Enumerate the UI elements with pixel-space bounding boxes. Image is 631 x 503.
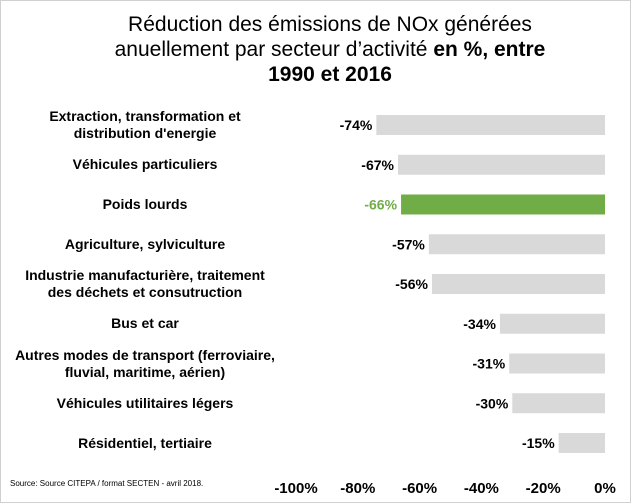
- category-label-3-line-0: Agriculture, sylviculture: [64, 235, 226, 252]
- category-label-2-line-0: Poids lourds: [102, 196, 188, 212]
- bar-0: [376, 115, 605, 135]
- bar-1: [397, 154, 605, 175]
- category-label-6: Autres modes de transport (ferroviaire, f…: [4, 347, 286, 381]
- bar-3: [428, 234, 605, 255]
- category-label-7: Véhicules utilitaires légers: [4, 395, 286, 412]
- x-tick-label-4: -20%: [526, 480, 561, 497]
- bar-7: [512, 393, 605, 414]
- category-label-4-line-0: Industrie manufacturière, traitement: [25, 267, 265, 283]
- title-line-2: anuellement par secteur d’activité en %,…: [60, 37, 600, 62]
- data-label-1: -67%: [361, 157, 394, 173]
- category-label-2: Poids lourds: [4, 196, 286, 213]
- x-tick-label-2: -60%: [402, 480, 437, 497]
- chart-title: Réduction des émissions de NOx générées …: [60, 12, 600, 87]
- category-label-4: Industrie manufacturière, traitement des …: [4, 267, 286, 301]
- x-tick-label-0: -100%: [274, 480, 317, 497]
- data-label-6: -31%: [473, 356, 506, 372]
- x-tick-label-5: 0%: [594, 480, 616, 497]
- category-label-1: Véhicules particuliers: [4, 156, 286, 173]
- category-label-3: Agriculture, sylviculture: [4, 236, 286, 253]
- data-label-3: -57%: [392, 236, 425, 252]
- title-line-2-bold: en %, entre: [433, 38, 546, 61]
- data-label-8: -15%: [522, 435, 555, 451]
- title-line-2-regular: anuellement par secteur d’activité: [114, 38, 428, 61]
- x-tick-label-1: -80%: [340, 480, 375, 497]
- category-label-0-line-0: Extraction, transformation et: [49, 108, 241, 124]
- category-label-8-line-0: Résidentiel, tertiaire: [78, 434, 212, 451]
- category-label-7-line-0: Véhicules utilitaires légers: [56, 394, 234, 411]
- data-label-7: -30%: [476, 395, 509, 411]
- category-label-8: Résidentiel, tertiaire: [4, 435, 286, 452]
- x-tick-label-3: -40%: [464, 480, 499, 497]
- category-label-6-line-1: fluvial, maritime, aérien): [64, 363, 226, 380]
- bar-8: [558, 433, 605, 453]
- data-label-5: -34%: [463, 316, 496, 332]
- data-label-4: -56%: [395, 276, 428, 292]
- bar-6: [509, 353, 605, 374]
- category-label-1-line-0: Véhicules particuliers: [72, 156, 218, 173]
- source-note: Source: Source CITEPA / format SECTEN - …: [10, 479, 204, 488]
- category-label-5-line-0: Bus et car: [111, 315, 179, 332]
- category-label-6-line-0: Autres modes de transport (ferroviaire,: [15, 346, 275, 363]
- category-label-5: Bus et car: [4, 315, 286, 332]
- data-label-0: -74%: [340, 117, 373, 133]
- category-label-0-line-1: distribution d'energie: [73, 125, 217, 141]
- data-label-2: -66%: [364, 197, 397, 213]
- title-line-1: Réduction des émissions de NOx générées: [128, 13, 532, 36]
- bar-5: [499, 313, 605, 334]
- bar-4: [431, 274, 605, 294]
- bar-2: [401, 194, 605, 215]
- category-label-4-line-1: des déchets et consutruction: [47, 284, 243, 300]
- title-line-3: 1990 et 2016: [268, 63, 392, 86]
- category-label-0: Extraction, transformation et distributio…: [4, 108, 286, 142]
